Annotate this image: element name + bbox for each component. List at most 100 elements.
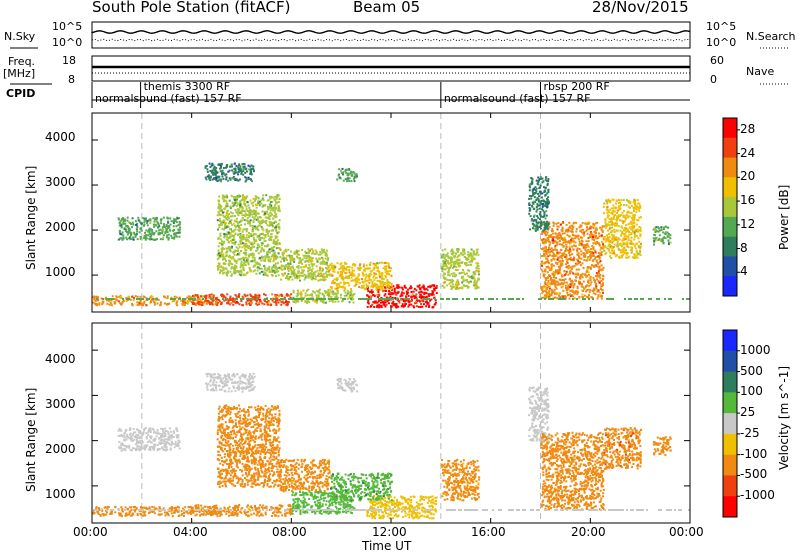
data-cell <box>245 167 248 170</box>
data-cell <box>239 258 242 261</box>
data-cell <box>131 217 134 220</box>
data-cell <box>119 296 122 299</box>
data-cell <box>555 222 558 225</box>
data-cell <box>231 257 234 260</box>
data-cell <box>316 269 319 272</box>
data-cell <box>592 227 595 229</box>
data-cell <box>124 222 127 225</box>
data-cell <box>225 217 228 220</box>
data-cell <box>441 267 444 270</box>
data-cell <box>370 289 373 292</box>
data-cell <box>314 249 317 252</box>
data-cell <box>550 247 553 250</box>
data-cell <box>312 250 315 253</box>
data-cell <box>249 241 252 244</box>
xtick: 00:00 <box>669 525 704 539</box>
data-cell <box>633 215 636 218</box>
data-cell <box>222 253 225 256</box>
data-cell <box>139 295 142 298</box>
data-cell <box>632 224 635 227</box>
data-cell <box>597 275 600 278</box>
data-cell <box>317 272 320 275</box>
data-cell <box>476 286 479 289</box>
data-cell <box>597 255 600 258</box>
data-cell <box>277 208 280 211</box>
data-cell <box>599 260 602 262</box>
data-cell <box>608 224 611 227</box>
data-cell <box>351 296 354 299</box>
data-cell <box>596 241 598 243</box>
data-cell <box>620 199 623 202</box>
data-cell <box>119 294 122 297</box>
data-cell <box>589 256 592 259</box>
data-cell <box>633 210 635 212</box>
data-cell <box>566 241 569 244</box>
data-cell <box>572 234 574 236</box>
data-cell <box>174 218 177 221</box>
data-cell <box>284 248 287 251</box>
data-cell <box>578 243 581 246</box>
data-cell <box>567 273 570 276</box>
data-cell <box>249 260 252 263</box>
data-cell <box>126 216 129 219</box>
data-cell <box>248 213 251 216</box>
data-cell <box>402 292 405 295</box>
data-cell <box>293 261 296 263</box>
data-cell <box>543 238 546 241</box>
data-cell <box>364 267 367 270</box>
data-cell <box>433 284 436 287</box>
data-cell <box>225 259 227 262</box>
data-cell <box>375 264 378 267</box>
data-cell <box>460 287 463 289</box>
data-cell <box>198 300 201 303</box>
data-cell <box>398 286 401 289</box>
data-cell <box>351 266 354 269</box>
data-cell <box>330 266 333 269</box>
data-cell <box>260 199 262 202</box>
data-cell <box>372 286 375 288</box>
data-cell <box>300 274 303 277</box>
data-cell <box>295 295 298 298</box>
data-cell <box>233 196 236 199</box>
data-cell <box>596 274 599 276</box>
data-cell <box>235 220 238 223</box>
data-cell <box>474 285 477 288</box>
data-cell <box>261 228 264 230</box>
data-cell <box>143 218 146 221</box>
data-cell <box>220 293 223 296</box>
data-cell <box>401 303 404 306</box>
data-cell <box>605 208 608 211</box>
data-cell <box>345 269 348 272</box>
data-cell <box>226 302 229 305</box>
data-cell <box>229 205 232 208</box>
data-cell <box>276 243 279 246</box>
data-cell <box>268 248 271 251</box>
data-cell <box>229 178 232 181</box>
data-cell <box>573 297 576 300</box>
data-cell <box>612 216 615 219</box>
data-cell <box>579 277 582 280</box>
data-cell <box>561 257 564 260</box>
data-cell <box>572 284 575 287</box>
data-cell <box>367 289 370 292</box>
data-cell <box>273 215 276 217</box>
data-cell <box>565 255 568 258</box>
data-cell <box>238 229 241 232</box>
data-cell <box>213 168 216 171</box>
data-cell <box>580 253 583 256</box>
data-cell <box>260 259 263 262</box>
data-cell <box>166 234 169 237</box>
data-cell <box>258 200 261 203</box>
data-cell <box>211 300 214 303</box>
data-cell <box>233 219 236 222</box>
data-cell <box>565 270 568 273</box>
data-cell <box>179 226 182 229</box>
data-cell <box>622 250 625 253</box>
data-cell <box>418 291 421 294</box>
data-cell <box>476 280 479 283</box>
data-cell <box>395 292 398 295</box>
data-cell <box>154 238 157 241</box>
data-cell <box>248 215 251 218</box>
data-cell <box>293 272 296 275</box>
data-cell <box>594 293 597 296</box>
